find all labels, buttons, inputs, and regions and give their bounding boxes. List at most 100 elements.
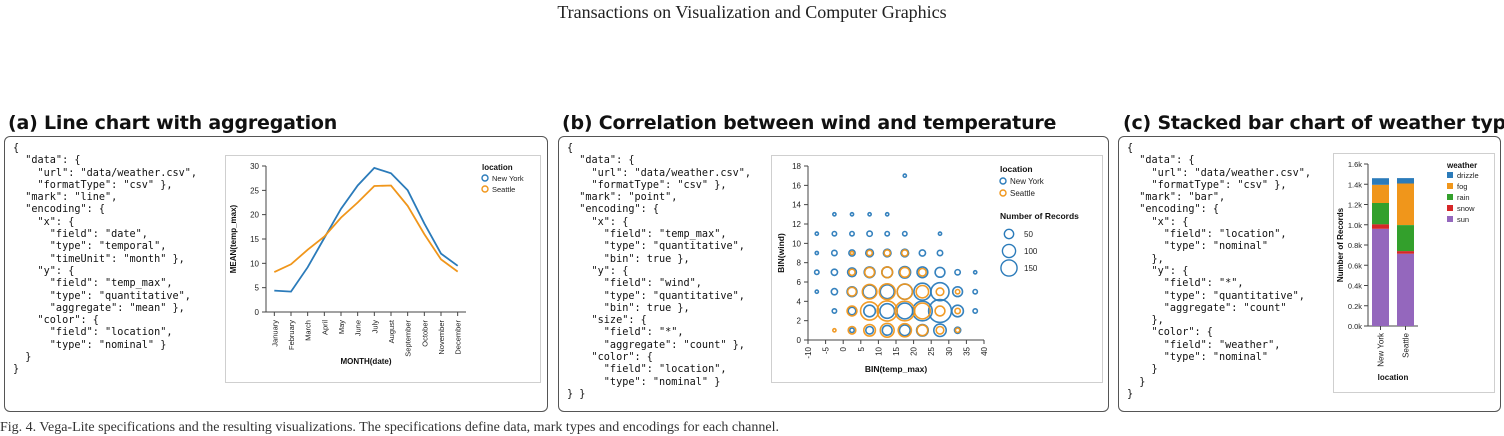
scatter-point-new-york [866, 230, 874, 238]
size-legend-title: Number of Records [1000, 211, 1079, 221]
scatter-point-new-york [937, 231, 943, 237]
x-tick-label: -10 [804, 346, 813, 358]
scatter-point-seattle [913, 302, 932, 320]
scatter-point-new-york [972, 269, 978, 275]
y-tick-label: 0.0k [1348, 322, 1362, 331]
scatter-point-new-york [867, 211, 873, 217]
x-axis-title: BIN(temp_max) [865, 364, 928, 374]
scatter-point-seattle [954, 327, 961, 334]
size-legend-label: 150 [1024, 264, 1038, 273]
scatter-point-new-york [813, 269, 820, 276]
bar-segment-fog [1397, 183, 1414, 225]
series-line-new-york [274, 166, 459, 293]
scatter-point-seattle [917, 267, 927, 277]
panel-b-title: (b) Correlation between wind and tempera… [562, 112, 1057, 134]
scatter-point-new-york [879, 283, 895, 300]
panel-a-title: (a) Line chart with aggregation [8, 112, 338, 134]
y-axis-title: Number of Records [1336, 207, 1345, 282]
scatter-point-seattle [878, 282, 896, 301]
scatter-point-new-york [864, 248, 875, 258]
x-tick-label: March [304, 320, 313, 341]
x-tick-label: 25 [927, 346, 936, 355]
running-header: Transactions on Visualization and Comput… [557, 2, 947, 22]
x-axis-title: location [1378, 373, 1409, 382]
y-tick-label: 0.2k [1348, 302, 1362, 311]
bar-segment-snow [1372, 224, 1389, 229]
y-tick-label: 20 [250, 211, 259, 220]
scatter-point-new-york [898, 265, 912, 279]
x-tick-label: 0 [839, 346, 848, 351]
y-axis-title: BIN(wind) [776, 233, 786, 273]
scatter-point-seattle [847, 325, 857, 335]
scatter-point-new-york [847, 306, 857, 316]
legend-symbol [481, 174, 489, 182]
scatter-point-seattle [935, 287, 945, 297]
bar-segment-sun [1372, 228, 1389, 326]
scatter-point-seattle [915, 284, 930, 299]
scatter-point-new-york [864, 325, 875, 335]
x-tick-label: 5 [857, 346, 866, 351]
x-tick-label: July [370, 320, 379, 334]
y-tick-label: 5 [255, 284, 260, 293]
bar-segment-fog [1372, 184, 1389, 203]
scatter-point-seattle [863, 266, 876, 279]
scatter-point-seattle [866, 249, 874, 257]
scatter-point-new-york [830, 287, 839, 296]
scatter-point-new-york [930, 281, 950, 302]
y-tick-label: 15 [250, 235, 259, 244]
scatter-point-new-york [831, 308, 838, 314]
x-tick-label: September [404, 319, 413, 356]
bar-segment-drizzle [1372, 178, 1389, 185]
scatter-point-new-york [901, 230, 908, 237]
x-tick-label: February [287, 320, 296, 350]
scatter-point-seattle [954, 307, 962, 315]
size-legend-symbol [1001, 243, 1017, 259]
size-legend-label: 100 [1024, 247, 1038, 256]
bar-segment-rain [1372, 203, 1389, 225]
y-tick-label: 6 [797, 278, 802, 287]
x-tick-label: 10 [874, 346, 883, 355]
scatter-point-new-york [934, 266, 946, 279]
scatter-point-seattle [849, 250, 855, 256]
scatter-point-seattle [900, 249, 909, 257]
size-legend-label: 50 [1024, 230, 1033, 239]
scatter-point-seattle [848, 268, 856, 277]
y-tick-label: 1.6k [1348, 160, 1362, 169]
scatter-point-new-york [972, 308, 979, 314]
x-tick-label: 35 [962, 346, 971, 355]
panel-b-spec-code: { "data": { "url": "data/weather.csv", "… [567, 143, 752, 400]
x-tick-label: -5 [822, 346, 831, 354]
scatter-point-new-york [814, 289, 820, 295]
legend-label: rain [1457, 193, 1470, 202]
scatter-point-seattle [862, 323, 877, 337]
panel-c: { "data": { "url": "data/weather.csv", "… [1118, 136, 1501, 412]
panel-c-chart: 0.0k 0.2k 0.4k 0.6k 0.8k 1.0k 1.2k 1.4k 1.6k Numb… [1333, 153, 1495, 393]
scatter-chart-svg: 0 2 4 6 8 10 12 14 16 18 -10 -5 0 5 10 15 20 25 30 35 40 BIN(… [776, 162, 1079, 374]
legend-title: location [1000, 164, 1033, 174]
x-tick-label: January [270, 320, 279, 347]
x-tick-label: Seattle [1402, 332, 1411, 357]
panel-a-spec-code: { "data": { "url": "data/weather.csv", "… [13, 143, 198, 376]
scatter-point-new-york [972, 288, 979, 295]
legend-symbol [999, 189, 1007, 197]
scatter-point-seattle [897, 322, 913, 338]
bar-segment-drizzle [1397, 178, 1414, 184]
scatter-point-seattle [935, 325, 945, 335]
scatter-point-new-york [916, 266, 929, 279]
legend-label: sun [1457, 215, 1469, 224]
legend-swatch [1447, 216, 1453, 222]
scatter-point-new-york [846, 267, 858, 278]
scatter-point-new-york [951, 286, 964, 298]
y-tick-label: 12 [792, 220, 801, 229]
legend-title: weather [1446, 161, 1477, 170]
x-tick-label: October [420, 320, 429, 347]
scatter-point-seattle [934, 305, 946, 317]
scatter-point-new-york [954, 268, 962, 276]
scatter-point-new-york [862, 304, 877, 318]
scatter-point-seattle [846, 286, 858, 297]
scatter-point-new-york [911, 300, 933, 322]
size-legend-symbol [1003, 228, 1015, 240]
scatter-point-new-york [814, 250, 820, 256]
y-axis-title: MEAN(temp_max) [229, 204, 238, 273]
figure-caption: Fig. 4. Vega-Lite specifications and the… [0, 420, 779, 435]
